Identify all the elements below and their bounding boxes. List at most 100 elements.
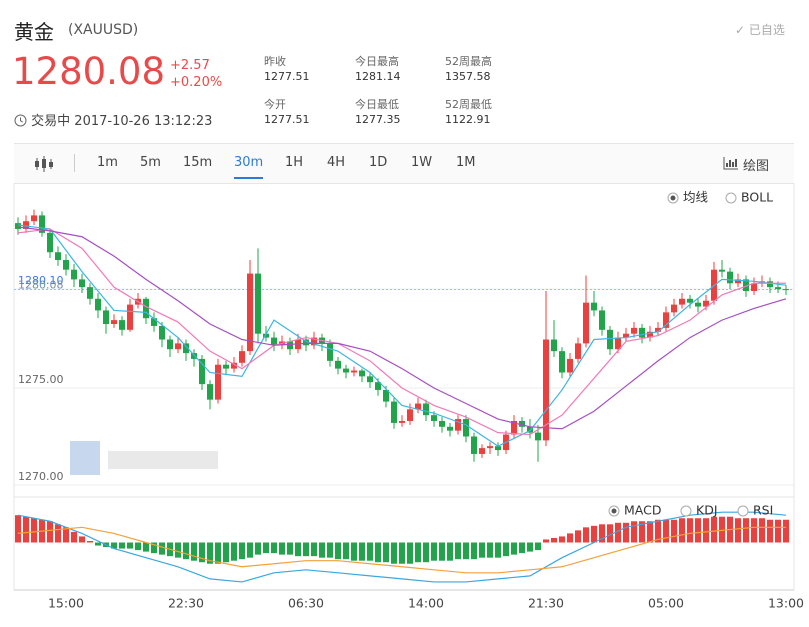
radio-dot[interactable]	[611, 508, 617, 514]
candle-body	[247, 273, 253, 352]
radio[interactable]	[680, 505, 692, 517]
candle-body	[735, 279, 741, 284]
macd-bar	[151, 542, 157, 554]
candle-body	[775, 287, 781, 290]
timeframe-tab[interactable]: 4H	[327, 155, 346, 170]
radio-dot[interactable]	[670, 195, 676, 201]
x-tick-label: 21:30	[528, 596, 564, 611]
macd-bar	[135, 542, 141, 551]
draw-button[interactable]: 绘图	[743, 159, 770, 174]
candle-body	[151, 318, 157, 326]
radio-label[interactable]: RSI	[753, 503, 773, 518]
macd-bar	[47, 521, 53, 543]
stat-value: 1277.51	[264, 70, 310, 83]
timeframe-tab[interactable]: 30m	[234, 155, 264, 179]
macd-bar	[215, 542, 221, 564]
macd-bar	[447, 542, 453, 561]
change-pct: +0.20%	[170, 75, 223, 90]
timeframe-tab[interactable]: 1H	[285, 155, 304, 170]
draw-icon[interactable]	[723, 156, 739, 171]
macd-bar	[631, 521, 637, 543]
candle-body	[567, 358, 573, 373]
macd-bar	[175, 542, 181, 558]
macd-bar	[463, 542, 469, 560]
candle-icon[interactable]	[34, 156, 54, 172]
macd-bar	[127, 542, 133, 549]
macd-bar	[759, 518, 765, 543]
stat-label: 52周最高	[445, 55, 492, 68]
candle-body	[375, 382, 381, 390]
macd-bar	[383, 542, 389, 563]
macd-bar	[647, 521, 653, 543]
macd-bar	[311, 542, 317, 557]
x-tick-label: 06:30	[288, 596, 324, 611]
macd-bar	[687, 518, 693, 543]
candle-body	[471, 436, 477, 454]
macd-bar	[79, 536, 85, 543]
candle-body	[599, 310, 605, 330]
ma-line	[17, 226, 787, 430]
macd-bar	[519, 542, 525, 554]
candle-body	[119, 320, 125, 330]
timeframe-tab[interactable]: 1m	[97, 155, 118, 170]
macd-bar	[31, 518, 37, 543]
macd-bar	[639, 521, 645, 543]
macd-bar	[703, 518, 709, 543]
macd-bar	[63, 527, 69, 543]
radio[interactable]	[737, 505, 749, 517]
candle-body	[583, 302, 589, 344]
candle-body	[671, 304, 677, 313]
x-tick-label: 05:00	[648, 596, 684, 611]
candle-body	[167, 339, 173, 350]
macd-bar	[527, 542, 533, 552]
candle-body	[39, 215, 45, 233]
macd-bar	[247, 542, 253, 558]
macd-bar	[343, 542, 349, 560]
candle-body	[287, 341, 293, 350]
radio[interactable]	[725, 192, 737, 204]
candle-body	[23, 221, 29, 229]
candle-body	[391, 401, 397, 423]
x-tick-label: 14:00	[408, 596, 444, 611]
macd-bar	[615, 522, 621, 543]
macd-bar	[783, 519, 789, 543]
macd-bar	[263, 542, 269, 554]
stat-value: 1281.14	[355, 70, 401, 83]
candle-body	[679, 298, 685, 305]
radio-label[interactable]: 均线	[683, 190, 709, 205]
watch-button[interactable]: ✓ 已自选	[735, 23, 785, 37]
candle-body	[575, 343, 581, 359]
timeframe-tab[interactable]: 1W	[411, 155, 433, 170]
macd-line	[17, 511, 787, 583]
radio-label[interactable]: KDJ	[696, 503, 718, 518]
radio-label[interactable]: MACD	[624, 503, 661, 518]
timeframe-tab[interactable]: 5m	[140, 155, 161, 170]
macd-bar	[535, 542, 541, 551]
candle-body	[271, 337, 277, 346]
radio-label[interactable]: BOLL	[741, 190, 773, 205]
candle-body	[127, 304, 133, 330]
macd-bar	[71, 531, 77, 543]
macd-bar	[559, 536, 565, 543]
watch-label[interactable]: 已自选	[748, 23, 785, 37]
timeframe-tab[interactable]: 1D	[369, 155, 388, 170]
candle-body	[511, 420, 517, 435]
candle-body	[415, 403, 421, 410]
macd-bar	[575, 530, 581, 543]
timeframe-tab[interactable]: 15m	[183, 155, 213, 170]
candle-body	[543, 339, 549, 441]
timeframe-tab[interactable]: 1M	[456, 155, 476, 170]
candle-body	[479, 448, 485, 454]
stat-value: 1357.58	[445, 70, 491, 83]
status: 交易中	[31, 114, 71, 129]
candle-body	[311, 337, 317, 346]
macd-bar	[223, 542, 229, 563]
candle-body	[31, 215, 37, 222]
macd-bar	[119, 542, 125, 549]
macd-bar	[111, 542, 117, 549]
macd-bar	[719, 516, 725, 543]
macd-bar	[375, 542, 381, 563]
candle-body	[663, 312, 669, 328]
watermark	[108, 451, 218, 469]
candle-body	[95, 298, 101, 311]
